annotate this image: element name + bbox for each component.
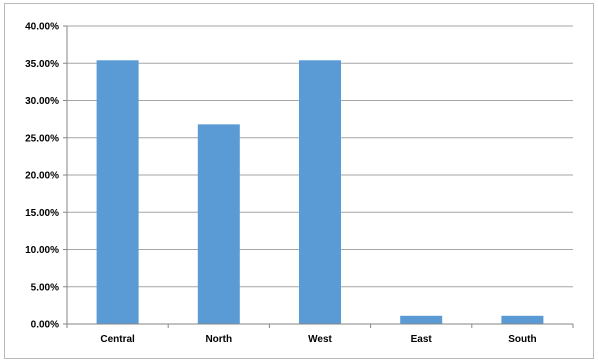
bar-west xyxy=(299,60,341,325)
y-tick-label: 0.00% xyxy=(31,320,59,331)
bar-south xyxy=(501,315,544,324)
y-tick-label: 35.00% xyxy=(25,59,59,70)
bar-central xyxy=(96,60,139,325)
y-tick-label: 5.00% xyxy=(31,282,59,293)
y-tick-label: 20.00% xyxy=(25,171,59,182)
x-tick-label: South xyxy=(508,334,536,345)
x-tick-label: West xyxy=(308,334,332,345)
y-tick-label: 30.00% xyxy=(25,96,59,107)
bars xyxy=(96,60,544,325)
y-tick-label: 10.00% xyxy=(25,245,59,256)
x-tick-label: North xyxy=(205,334,232,345)
bar-east xyxy=(400,315,443,324)
bar-north xyxy=(197,124,240,324)
y-tick-label: 25.00% xyxy=(25,133,59,144)
x-axis-labels: Central North West East South xyxy=(100,334,536,345)
y-tick-label: 40.00% xyxy=(25,22,59,33)
y-axis-ticks: 0.00% 5.00% 10.00% 15.00% 20.00% 25.00% 30.00%… xyxy=(25,22,59,331)
x-tick-label: Central xyxy=(100,334,135,345)
axes xyxy=(63,25,574,328)
x-tick-label: East xyxy=(411,334,433,345)
y-tick-label: 15.00% xyxy=(25,208,59,219)
